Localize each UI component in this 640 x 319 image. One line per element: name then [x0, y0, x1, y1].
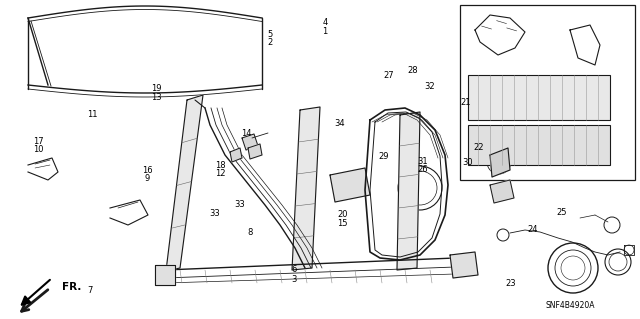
Circle shape — [605, 249, 631, 275]
Text: 34: 34 — [334, 119, 344, 128]
Text: 20: 20 — [337, 210, 348, 219]
Polygon shape — [248, 144, 262, 159]
Bar — [460, 5, 635, 180]
Text: 28: 28 — [408, 66, 418, 75]
Text: 29: 29 — [379, 152, 389, 161]
Polygon shape — [490, 148, 510, 177]
Text: 16: 16 — [142, 166, 152, 175]
Text: 13: 13 — [152, 93, 162, 102]
Polygon shape — [166, 95, 203, 271]
Text: 11: 11 — [88, 110, 98, 119]
Text: 7: 7 — [87, 286, 92, 295]
Circle shape — [604, 217, 620, 233]
Text: 6: 6 — [292, 265, 297, 274]
Text: 21: 21 — [461, 98, 471, 107]
Text: 9: 9 — [145, 174, 150, 183]
Bar — [468, 75, 610, 120]
Text: 33: 33 — [209, 209, 220, 218]
Text: 33: 33 — [235, 200, 245, 209]
Text: 30: 30 — [462, 158, 472, 167]
Text: 31: 31 — [417, 157, 428, 166]
Text: 10: 10 — [33, 145, 44, 154]
Text: 22: 22 — [474, 143, 484, 152]
Text: 32: 32 — [425, 82, 435, 91]
Text: 1: 1 — [323, 27, 328, 36]
Text: 19: 19 — [152, 84, 162, 93]
Text: 14: 14 — [241, 130, 252, 138]
Polygon shape — [330, 168, 370, 202]
Polygon shape — [230, 148, 242, 162]
Polygon shape — [450, 252, 478, 278]
Circle shape — [398, 166, 442, 210]
Text: 17: 17 — [33, 137, 44, 146]
Text: FR.: FR. — [62, 282, 81, 292]
Text: 23: 23 — [506, 279, 516, 288]
Circle shape — [548, 243, 598, 293]
Text: 2: 2 — [268, 38, 273, 47]
Text: 18: 18 — [216, 161, 226, 170]
Text: 24: 24 — [527, 225, 538, 234]
Polygon shape — [155, 265, 175, 285]
Text: 3: 3 — [292, 275, 297, 284]
Text: 12: 12 — [216, 169, 226, 178]
Text: 4: 4 — [323, 19, 328, 27]
Polygon shape — [490, 180, 514, 203]
Text: 26: 26 — [417, 165, 428, 174]
Polygon shape — [397, 112, 420, 270]
Text: 8: 8 — [247, 228, 252, 237]
Polygon shape — [292, 107, 320, 270]
Text: 27: 27 — [383, 71, 394, 80]
Bar — [468, 125, 610, 165]
Text: 15: 15 — [337, 219, 348, 228]
Text: 25: 25 — [557, 208, 567, 217]
Text: 5: 5 — [268, 30, 273, 39]
Polygon shape — [242, 134, 258, 150]
Text: SNF4B4920A: SNF4B4920A — [545, 300, 595, 309]
